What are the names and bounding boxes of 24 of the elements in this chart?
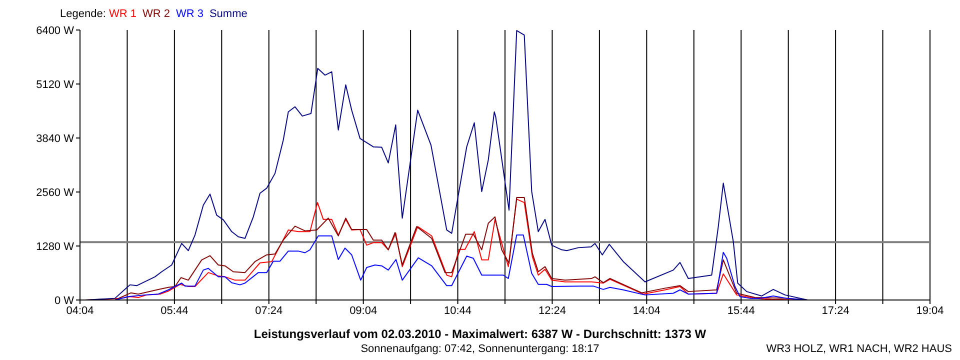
x-tick-label: 04:04 (66, 304, 94, 317)
y-tick-label: 5120 W (36, 78, 75, 91)
text: WR3 HOLZ, WR1 NACH, WR2 HAUS (766, 343, 952, 355)
y-tick-label: 2560 W (36, 186, 75, 199)
x-tick-label: 05:44 (160, 304, 188, 317)
x-tick-label: 17:24 (822, 304, 850, 317)
x-tick-label: 12:24 (538, 304, 566, 317)
legend-title: Legende: (60, 8, 107, 20)
x-tick-label: 09:04 (350, 304, 378, 317)
text: Leistungsverlauf vom 02.03.2010 - Maximalwert: 6387 W - Durchschnitt: 1373 W (252, 327, 708, 341)
text: WR 2 (142, 8, 170, 20)
x-tick-label: 19:04 (916, 304, 944, 317)
y-tick-label: 0 W (54, 294, 75, 307)
text: Summe (209, 8, 248, 20)
x-tick-label: 07:24 (255, 304, 283, 317)
text: WR 1 (108, 8, 136, 20)
x-tick-label: 10:44 (444, 304, 472, 317)
x-tick-label: 15:44 (727, 304, 755, 317)
text: Sonnenaufgang: 07:42, Sonnenuntergang: 18:17 (360, 343, 600, 355)
text: WR 3 (176, 8, 204, 20)
y-tick-label: 6400 W (36, 24, 75, 37)
y-tick-label: 3840 W (36, 132, 75, 145)
y-tick-label: 1280 W (36, 240, 75, 253)
x-tick-label: 14:04 (632, 304, 660, 317)
